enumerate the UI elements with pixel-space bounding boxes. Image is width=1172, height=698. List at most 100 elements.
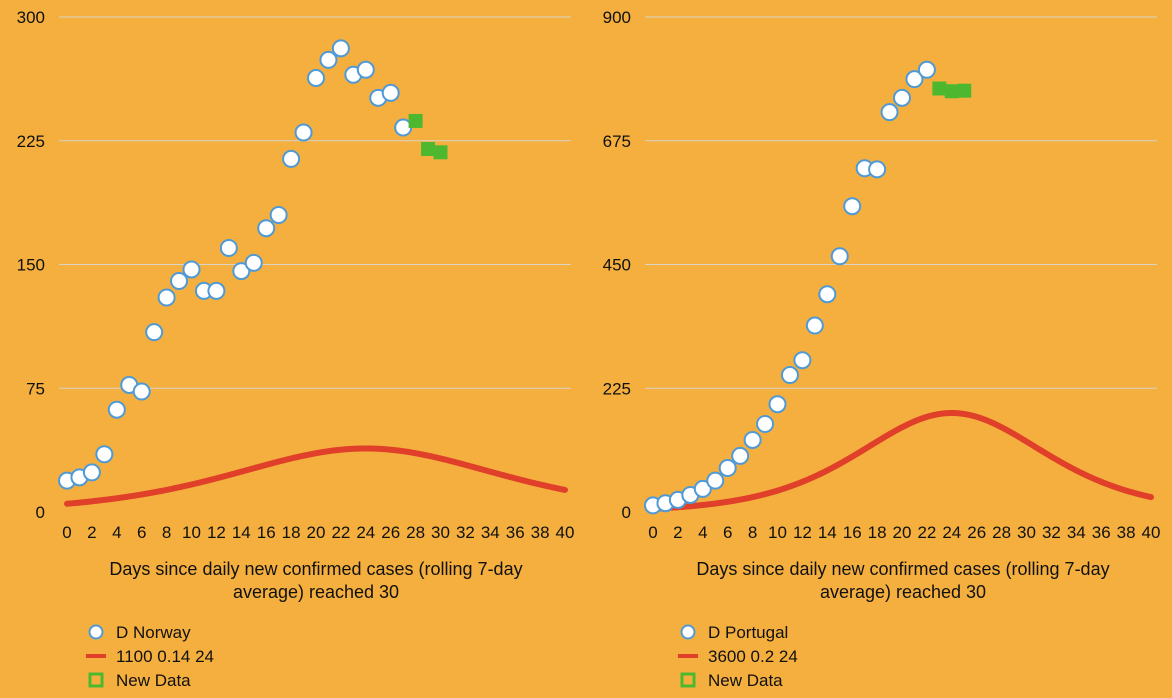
- y-tick-label: 300: [17, 8, 45, 27]
- observed-point: [269, 206, 288, 224]
- x-tick-label: 2: [87, 523, 96, 542]
- x-tick-label: 6: [137, 523, 146, 542]
- x-tick-label: 34: [481, 523, 500, 542]
- new-data-point: [408, 113, 423, 128]
- observed-point: [107, 400, 126, 419]
- observed-point: [95, 445, 114, 464]
- x-tick-label: 32: [1042, 523, 1061, 542]
- x-tick-label: 30: [1017, 523, 1036, 542]
- legend-marker-new-data: [88, 672, 104, 688]
- x-tick-label: 28: [406, 523, 425, 542]
- observed-point: [244, 253, 263, 272]
- observed-point: [731, 446, 750, 465]
- y-tick-label: 225: [603, 379, 631, 398]
- legend-marker-observed: [680, 624, 696, 640]
- observed-point: [805, 316, 824, 335]
- observed-point: [331, 39, 350, 58]
- y-tick-label: 150: [17, 256, 45, 275]
- observed-point: [905, 70, 924, 89]
- x-tick-labels: 0 2 4 6 8 10 12 14 16 18 20 22 24 26 28 30 32 34 36 38 40: [648, 523, 1160, 542]
- x-tick-label: 26: [967, 523, 986, 542]
- legend-marker-new-data: [680, 672, 696, 688]
- legend: [678, 624, 698, 688]
- x-tick-label: 22: [917, 523, 936, 542]
- x-tick-label: 36: [1092, 523, 1111, 542]
- x-tick-label: 40: [1142, 523, 1161, 542]
- x-axis-title-line-1: Days since daily new confirmed cases (ro…: [696, 559, 1109, 579]
- observed-point: [780, 366, 799, 385]
- observed-point: [82, 463, 101, 482]
- observed-point: [207, 281, 226, 300]
- x-tick-label: 4: [698, 523, 707, 542]
- observed-point: [893, 88, 911, 107]
- y-tick-label: 900: [603, 8, 631, 27]
- observed-point: [843, 197, 862, 216]
- x-tick-label: 36: [506, 523, 525, 542]
- observed-point: [145, 323, 164, 342]
- x-tick-label: 20: [893, 523, 912, 542]
- new-data-point: [421, 142, 436, 156]
- x-tick-label: 10: [182, 523, 201, 542]
- legend-label-observed: D Portugal: [708, 623, 788, 642]
- x-tick-label: 34: [1067, 523, 1086, 542]
- x-tick-label: 32: [456, 523, 475, 542]
- x-tick-label: 16: [843, 523, 862, 542]
- y-tick-label: 75: [26, 379, 45, 398]
- observed-point: [319, 50, 338, 69]
- y-tick-label: 225: [17, 132, 45, 151]
- x-tick-label: 0: [62, 523, 71, 542]
- legend-label-model: 1100 0.14 24: [116, 647, 214, 666]
- observed-points: [644, 60, 936, 515]
- y-tick-label: 0: [622, 503, 631, 522]
- observed-point: [170, 272, 189, 290]
- y-tick-label: 0: [36, 503, 45, 522]
- x-tick-label: 10: [768, 523, 787, 542]
- x-tick-label: 2: [673, 523, 682, 542]
- chart-norway: Days since daily new confirmed cases (ro…: [17, 8, 575, 690]
- x-tick-label: 30: [431, 523, 450, 542]
- x-tick-label: 38: [1117, 523, 1136, 542]
- gridlines: [645, 16, 1157, 389]
- x-tick-label: 24: [942, 523, 961, 542]
- observed-point: [693, 479, 712, 498]
- legend-marker-observed: [88, 624, 104, 640]
- observed-point: [868, 160, 887, 179]
- observed-points: [58, 39, 413, 490]
- observed-point: [157, 288, 176, 307]
- observed-point: [917, 60, 936, 79]
- new-data-point: [944, 84, 959, 99]
- observed-point: [756, 415, 775, 433]
- x-tick-label: 4: [112, 523, 121, 542]
- x-tick-label: 18: [868, 523, 887, 542]
- observed-point: [818, 285, 837, 304]
- chart-portugal: Days since daily new confirmed cases (ro…: [603, 8, 1161, 690]
- observed-point: [356, 60, 375, 79]
- x-tick-labels: 0 2 4 6 8 10 12 14 16 18 20 22 24 26 28 30 32 34 36 38 40: [62, 523, 574, 542]
- x-tick-label: 14: [232, 523, 251, 542]
- x-tick-label: 26: [381, 523, 400, 542]
- x-tick-label: 8: [162, 523, 171, 542]
- x-tick-label: 24: [356, 523, 375, 542]
- legend-label-observed: D Norway: [116, 623, 191, 642]
- new-data-points: [408, 113, 448, 160]
- x-tick-label: 40: [556, 523, 575, 542]
- legend: [86, 624, 106, 688]
- observed-point: [381, 83, 400, 102]
- observed-point: [232, 262, 251, 281]
- x-tick-label: 14: [818, 523, 837, 542]
- x-tick-label: 38: [531, 523, 550, 542]
- new-data-point: [957, 83, 972, 98]
- x-tick-label: 8: [748, 523, 757, 542]
- observed-point: [307, 69, 325, 88]
- observed-point: [219, 239, 238, 257]
- x-tick-label: 28: [992, 523, 1011, 542]
- y-tick-label: 450: [603, 256, 631, 275]
- observed-point: [294, 123, 313, 142]
- model-curve: [650, 410, 1154, 512]
- legend-label-new-data: New Data: [708, 671, 783, 690]
- x-tick-label: 12: [793, 523, 812, 542]
- model-curve: [64, 445, 568, 507]
- x-tick-label: 16: [257, 523, 276, 542]
